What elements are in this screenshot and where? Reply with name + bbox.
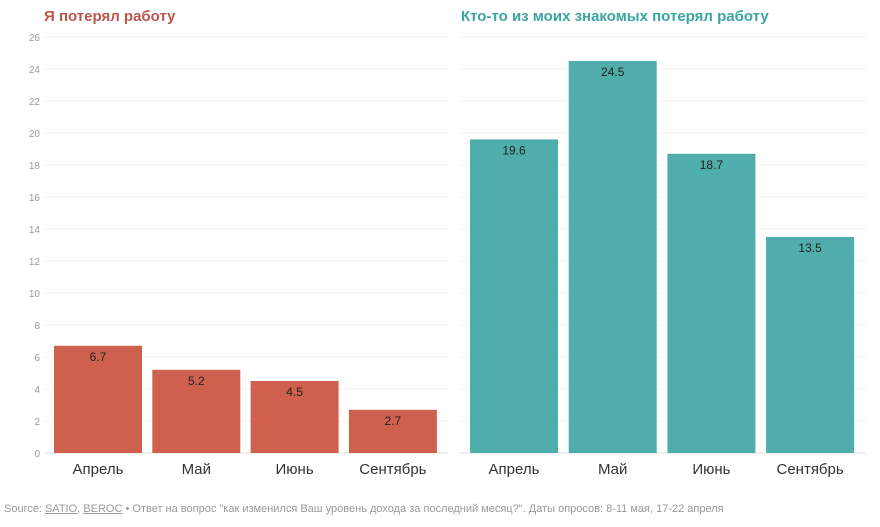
- y-tick-label: 18: [29, 161, 41, 172]
- data-label: 13.5: [798, 241, 822, 255]
- bar-Апрель: [470, 139, 558, 453]
- y-tick-label: 22: [29, 97, 41, 108]
- data-label: 24.5: [601, 65, 625, 79]
- data-label: 6.7: [90, 350, 107, 364]
- data-label: 4.5: [286, 385, 303, 399]
- x-tick-label: Апрель: [489, 461, 540, 478]
- source-footer: Source: SATIO, BEROC • Ответ на вопрос "…: [4, 503, 724, 515]
- y-tick-label: 10: [29, 289, 41, 300]
- x-tick-label: Май: [182, 461, 211, 478]
- x-tick-label: Май: [598, 461, 627, 478]
- y-tick-label: 0: [34, 449, 40, 460]
- source-link-beroc[interactable]: BEROC: [83, 503, 123, 515]
- y-tick-label: 2: [34, 417, 40, 428]
- footer-text: • Ответ на вопрос "как изменился Ваш уро…: [122, 503, 724, 515]
- bar-Апрель: [54, 345, 142, 453]
- y-tick-label: 14: [29, 225, 41, 236]
- y-tick-label: 16: [29, 193, 41, 204]
- data-label: 18.7: [700, 158, 724, 172]
- footer-sep: ,: [77, 503, 84, 515]
- y-tick-label: 8: [34, 321, 40, 332]
- source-link-satio[interactable]: SATIO: [44, 503, 78, 515]
- bar-Май: [568, 61, 657, 453]
- bar-Июнь: [250, 381, 339, 453]
- data-label: 5.2: [188, 374, 205, 388]
- x-tick-label: Сентябрь: [359, 461, 426, 478]
- chart-title-right: Кто-то из моих знакомых потерял работу: [461, 8, 769, 25]
- footer-prefix: Source:: [4, 503, 45, 515]
- data-label: 2.7: [385, 414, 402, 428]
- bar-Сентябрь: [766, 237, 855, 453]
- y-tick-label: 20: [29, 129, 41, 140]
- y-tick-label: 26: [29, 33, 41, 44]
- y-tick-label: 24: [29, 65, 41, 76]
- charts-svg: 024681012141618202224266.7Апрель5.2Май4.…: [29, 33, 866, 478]
- data-label: 19.6: [502, 143, 526, 157]
- y-tick-label: 6: [34, 353, 40, 364]
- x-tick-label: Июнь: [692, 461, 730, 478]
- x-tick-label: Сентябрь: [776, 461, 843, 478]
- x-tick-label: Апрель: [73, 461, 124, 478]
- y-tick-label: 4: [34, 385, 40, 396]
- chart-title-left: Я потерял работу: [44, 8, 176, 25]
- bar-Сентябрь: [348, 409, 437, 453]
- bar-Июнь: [667, 153, 756, 454]
- x-tick-label: Июнь: [276, 461, 314, 478]
- bar-Май: [152, 369, 241, 453]
- y-tick-label: 12: [29, 257, 41, 268]
